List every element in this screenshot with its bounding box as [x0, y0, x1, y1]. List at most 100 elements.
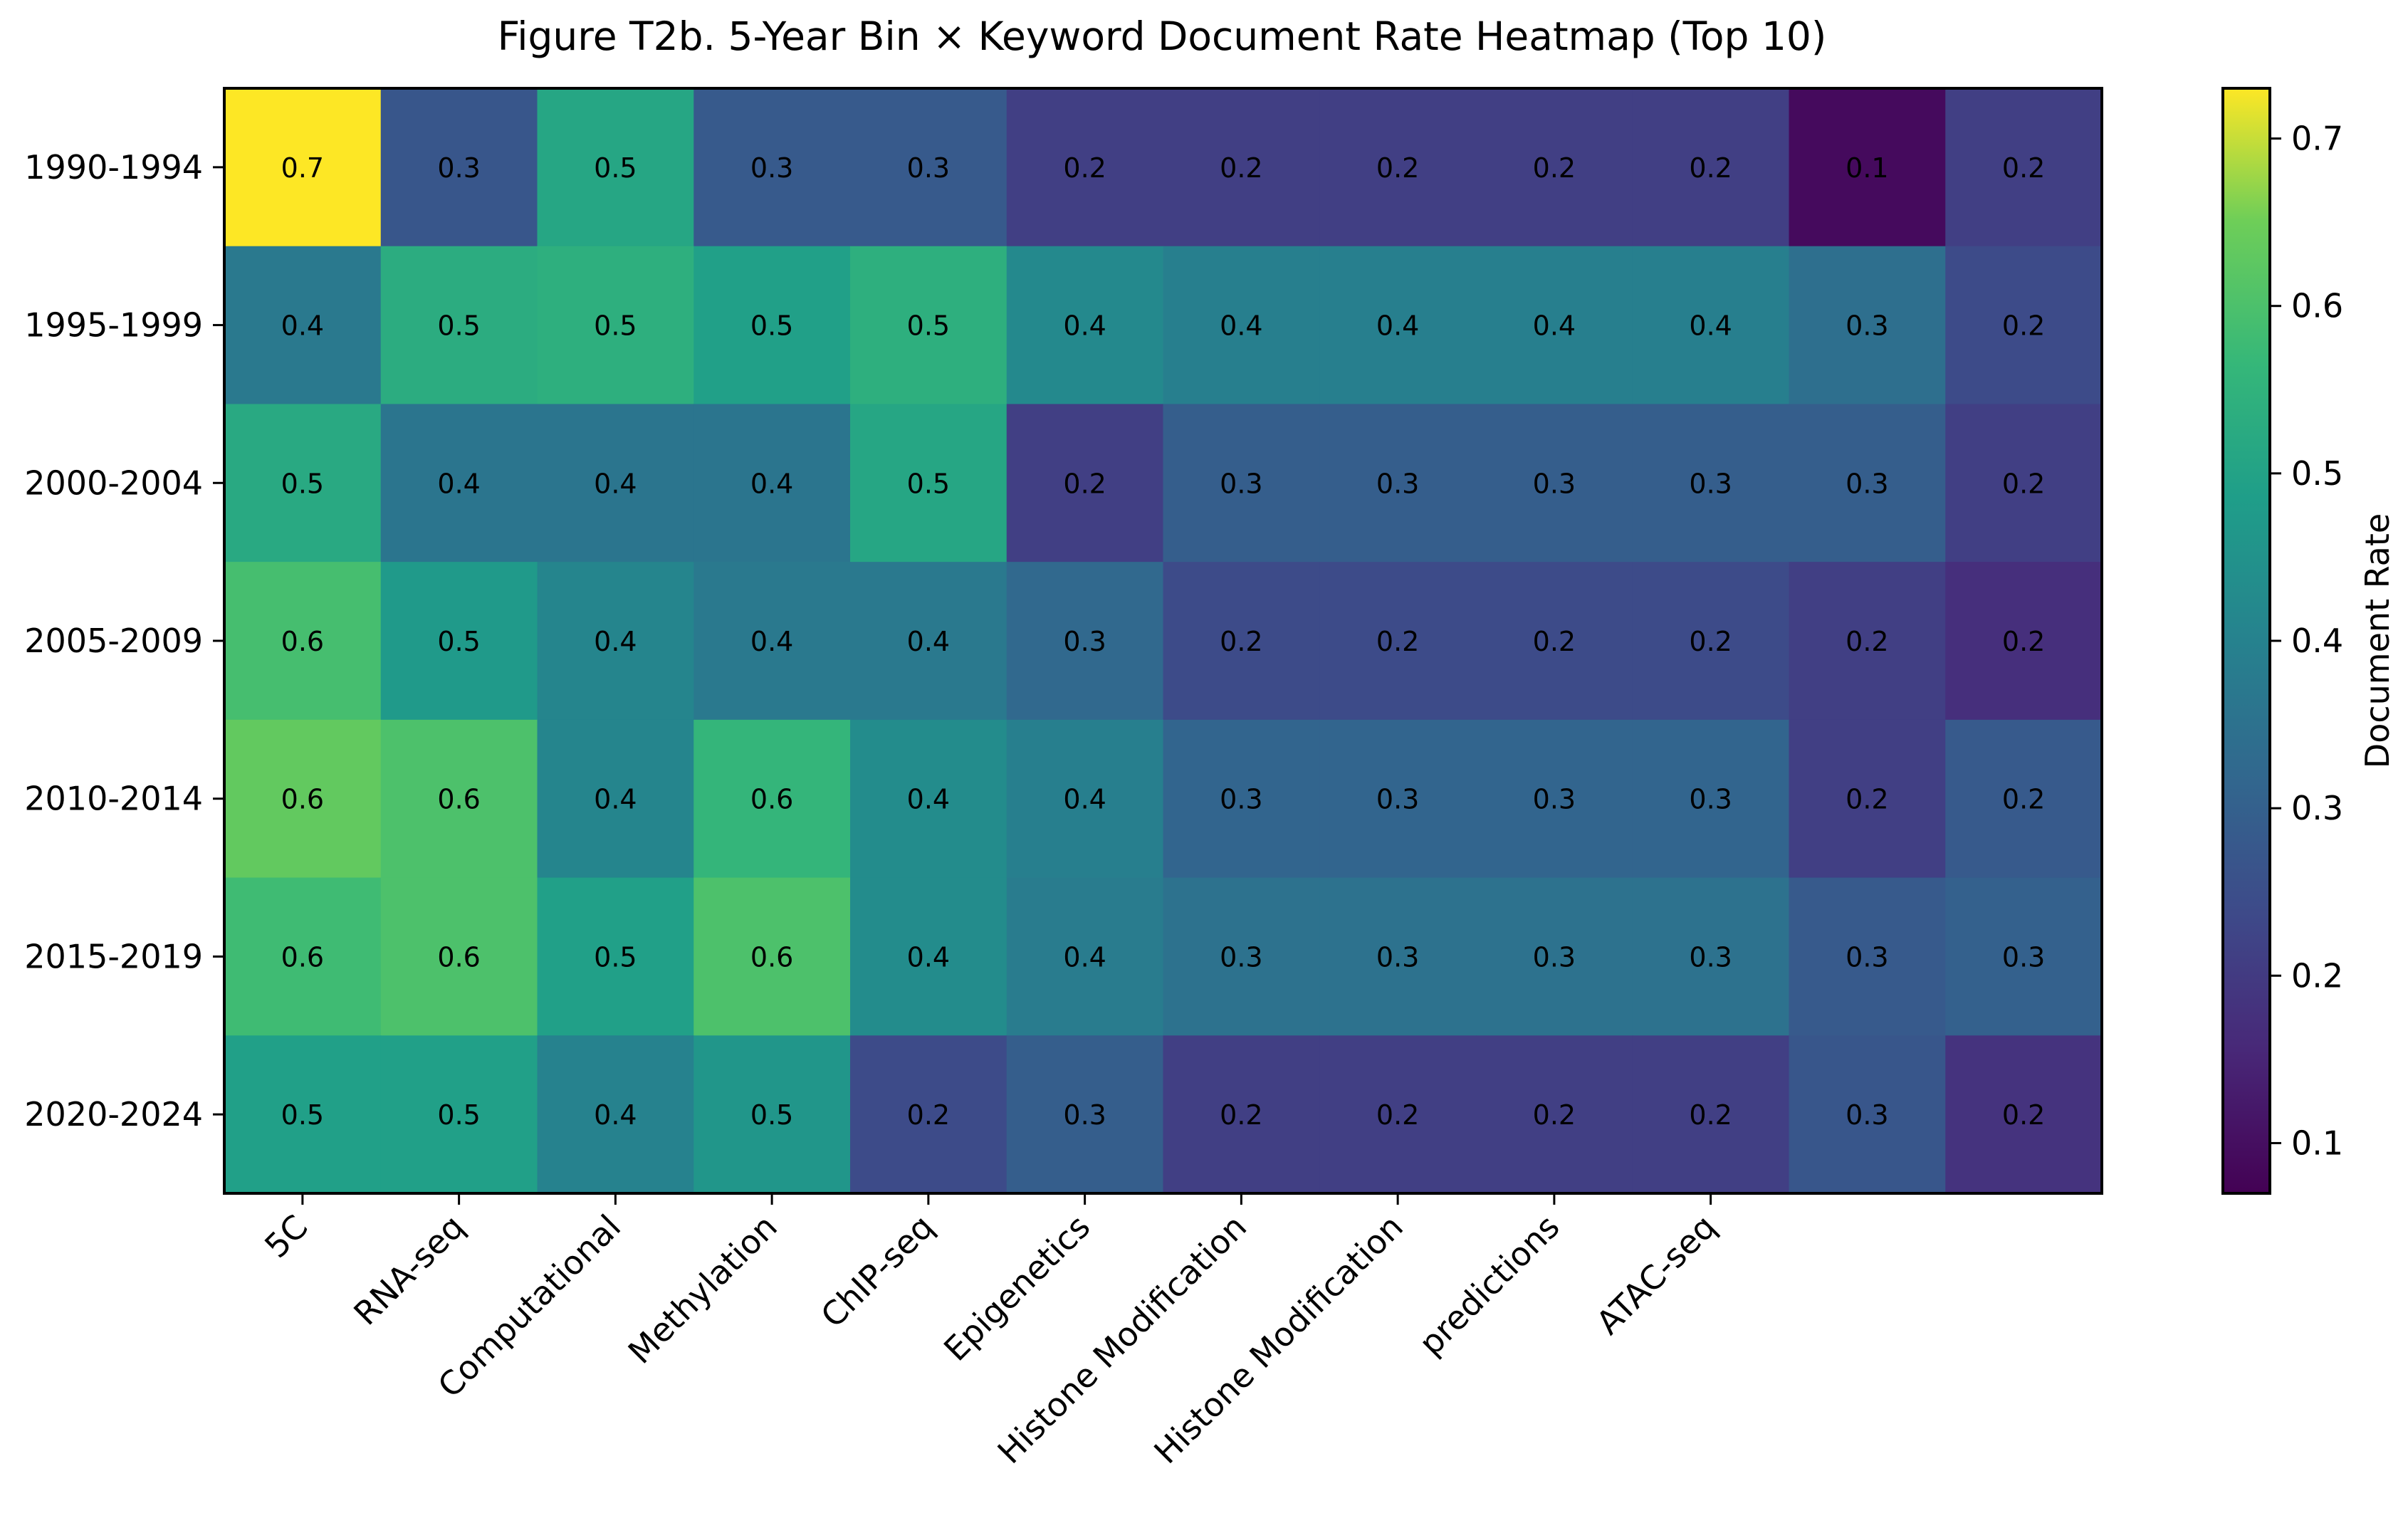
y-tick-label: 2015-2019	[24, 937, 203, 975]
heatmap-cell	[1319, 719, 1477, 879]
cell-value-label: 0.3	[1220, 784, 1262, 815]
heatmap-cell	[1319, 404, 1477, 562]
cell-value-label: 0.2	[1846, 626, 1888, 657]
cell-value-label: 0.5	[281, 468, 324, 499]
heatmap-cell	[1945, 719, 2103, 879]
cell-value-label: 0.1	[1846, 152, 1888, 184]
cell-value-label: 0.3	[1220, 468, 1262, 499]
y-axis: 1990-1994 1995-1999 2000-2004 2005-2009 2010…	[24, 148, 224, 1134]
heatmap-cell	[1789, 719, 1946, 879]
cell-value-label: 0.5	[437, 1099, 480, 1131]
cell-value-label: 0.3	[1063, 1099, 1106, 1131]
cell-value-label: 0.7	[281, 152, 324, 184]
cell-value-label: 0.5	[907, 310, 950, 342]
heatmap-cell	[1789, 877, 1946, 1036]
cell-value-label: 0.4	[594, 626, 637, 657]
cell-value-label: 0.4	[594, 1099, 637, 1131]
heatmap-cell	[380, 404, 538, 562]
cell-value-label: 0.6	[750, 784, 793, 815]
heatmap-cell	[224, 404, 382, 562]
cell-value-label: 0.2	[1376, 626, 1419, 657]
cell-value-label: 0.6	[437, 941, 480, 973]
heatmap-cell	[537, 88, 694, 247]
cell-value-label: 0.4	[594, 468, 637, 499]
cell-value-label: 0.2	[1063, 468, 1106, 499]
heatmap-cell	[1006, 719, 1164, 879]
heatmap-cell	[1006, 404, 1164, 562]
cell-value-label: 0.3	[1063, 626, 1106, 657]
heatmap-cell	[537, 719, 694, 879]
heatmap-cell	[693, 246, 851, 405]
cell-value-label: 0.4	[594, 784, 637, 815]
cell-value-label: 0.2	[1689, 1099, 1732, 1131]
cell-value-label: 0.3	[750, 152, 793, 184]
heatmap-cell	[1632, 246, 1790, 405]
heatmap-cell	[1006, 1035, 1164, 1194]
heatmap-cell	[1632, 1035, 1790, 1194]
cell-value-label: 0.3	[1376, 941, 1419, 973]
cell-value-label: 0.4	[1689, 310, 1732, 342]
cell-value-label: 0.4	[750, 626, 793, 657]
cell-value-label: 0.3	[1533, 468, 1576, 499]
heatmap-cell	[1789, 1035, 1946, 1194]
cell-value-label: 0.4	[907, 941, 950, 973]
cell-value-label: 0.2	[1376, 1099, 1419, 1131]
x-tick-label: Epigenetics	[936, 1208, 1097, 1368]
heatmap-cell	[380, 246, 538, 405]
heatmap-cell	[850, 877, 1007, 1036]
cell-value-label: 0.2	[2002, 310, 2045, 342]
cell-value-label: 0.6	[281, 784, 324, 815]
heatmap-cell	[850, 1035, 1007, 1194]
cell-value-label: 0.2	[1846, 784, 1888, 815]
cell-value-label: 0.4	[1063, 941, 1106, 973]
cell-value-label: 0.2	[907, 1099, 950, 1131]
heatmap-cell	[537, 562, 694, 721]
heatmap-cell	[1476, 88, 1633, 247]
heatmap-cell	[1789, 246, 1946, 405]
heatmap-cell	[224, 246, 382, 405]
cell-value-label: 0.2	[1689, 626, 1732, 657]
cell-value-label: 0.4	[750, 468, 793, 499]
cell-value-label: 0.4	[1063, 310, 1106, 342]
cell-value-label: 0.3	[1846, 468, 1888, 499]
heatmap-cell	[1476, 1035, 1633, 1194]
colorbar-ticks: 0.1 0.2 0.3 0.4 0.5 0.6 0.7	[2270, 120, 2343, 1162]
heatmap-cell-labels: 0.7 0.3 0.5 0.3 0.3 0.2 0.2 0.2 0.2 0.2 0.1 0.2 0.4 0…	[281, 152, 2046, 1131]
cell-value-label: 0.3	[1689, 784, 1732, 815]
cell-value-label: 0.5	[907, 468, 950, 499]
heatmap-cell	[1006, 877, 1164, 1036]
heatmap-cell	[224, 1035, 382, 1194]
y-tick-label: 2010-2014	[24, 780, 203, 818]
heatmap-cell	[693, 88, 851, 247]
heatmap-cell	[1006, 88, 1164, 247]
cell-value-label: 0.3	[907, 152, 950, 184]
heatmap-cell	[1476, 562, 1633, 721]
cell-value-label: 0.3	[2002, 941, 2045, 973]
heatmap-cell	[850, 88, 1007, 247]
cell-value-label: 0.2	[2002, 626, 2045, 657]
cell-value-label: 0.4	[437, 468, 480, 499]
heatmap-cell	[1476, 246, 1633, 405]
colorbar: 0.1 0.2 0.3 0.4 0.5 0.6 0.7 Document Rate	[2221, 87, 2397, 1195]
cell-value-label: 0.5	[437, 626, 480, 657]
heatmap-cell	[1319, 88, 1477, 247]
x-tick-label: RNA-seq	[346, 1208, 471, 1333]
heatmap-cell	[1163, 1035, 1320, 1194]
cell-value-label: 0.2	[1689, 152, 1732, 184]
colorbar-tick-label: 0.6	[2291, 287, 2343, 325]
colorbar-tick-label: 0.3	[2291, 789, 2343, 827]
heatmap-cell	[1163, 877, 1320, 1036]
cell-value-label: 0.3	[1689, 941, 1732, 973]
y-tick-label: 2000-2004	[24, 464, 203, 502]
heatmap-cell	[1163, 404, 1320, 562]
cell-value-label: 0.5	[594, 941, 637, 973]
heatmap-cell	[693, 404, 851, 562]
heatmap-cell	[1789, 562, 1946, 721]
cell-value-label: 0.2	[1533, 1099, 1576, 1131]
heatmap-cell	[1632, 562, 1790, 721]
heatmap-cell	[380, 1035, 538, 1194]
y-tick-label: 2005-2009	[24, 622, 203, 660]
heatmap-cell	[1319, 1035, 1477, 1194]
cell-value-label: 0.4	[907, 784, 950, 815]
